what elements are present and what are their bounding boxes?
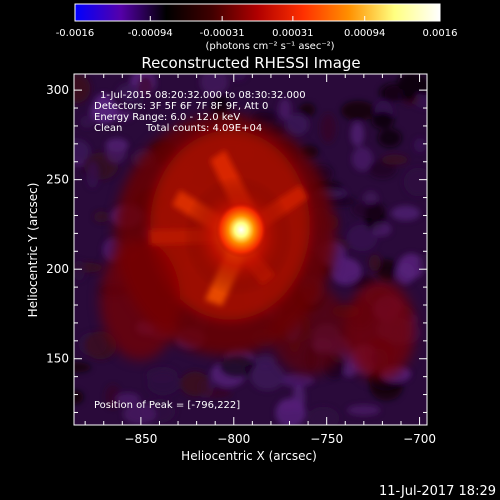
colorbar-ticks: -0.0016 -0.00094 -0.00031 0.00031 0.00094 0.0…: [56, 16, 458, 39]
colorbar-tick-label: -0.0016: [56, 28, 95, 39]
total-counts-label: Total counts: 4.09E+04: [145, 123, 262, 134]
colorbar-tick-label: -0.00094: [128, 28, 173, 39]
y-axis-label: Heliocentric Y (arcsec): [26, 183, 40, 318]
image-plot: −850 −800 −750 −700 150 200 250 300 1-Jul-2015 …: [46, 73, 436, 446]
x-axis-label: Heliocentric X (arcsec): [181, 449, 317, 463]
footer-timestamp: 11-Jul-2017 18:29: [379, 484, 496, 499]
axis-ticks: −850 −800 −750 −700 150 200 250 300: [46, 74, 436, 446]
y-tick-label: 250: [46, 173, 69, 187]
colorbar-strip: [74, 3, 441, 22]
colorbar-units-label: (photons cm⁻² s⁻¹ asec⁻²): [205, 41, 334, 52]
y-tick-label: 300: [46, 83, 69, 97]
colorbar-tick-label: -0.00031: [200, 28, 245, 39]
image-title: Reconstructed RHESSI Image: [141, 54, 360, 72]
energy-range-label: Energy Range: 6.0 - 12.0 keV: [94, 112, 240, 123]
clean-label: Clean: [94, 123, 122, 134]
x-tick-label: −850: [124, 432, 157, 446]
colorbar-tick-label: 0.00094: [344, 28, 385, 39]
x-tick-label: −750: [310, 432, 343, 446]
y-tick-label: 150: [46, 352, 69, 366]
plot-frame: [73, 73, 428, 426]
colorbar-tick-label: 0.0016: [423, 28, 458, 39]
x-tick-label: −800: [217, 432, 250, 446]
image-data: [74, 74, 427, 425]
time-range-label: 1-Jul-2015 08:20:32.000 to 08:30:32.000: [100, 90, 306, 101]
peak-position-label: Position of Peak = [-796,222]: [94, 400, 240, 411]
colorbar-tick-label: 0.00031: [272, 28, 313, 39]
x-tick-label: −700: [403, 432, 436, 446]
source-core: [215, 201, 268, 258]
colorbar: -0.0016 -0.00094 -0.00031 0.00031 0.00094 0.0…: [56, 3, 458, 52]
y-tick-label: 200: [46, 262, 69, 276]
detectors-label: Detectors: 3F 5F 6F 7F 8F 9F, Att 0: [94, 101, 268, 112]
